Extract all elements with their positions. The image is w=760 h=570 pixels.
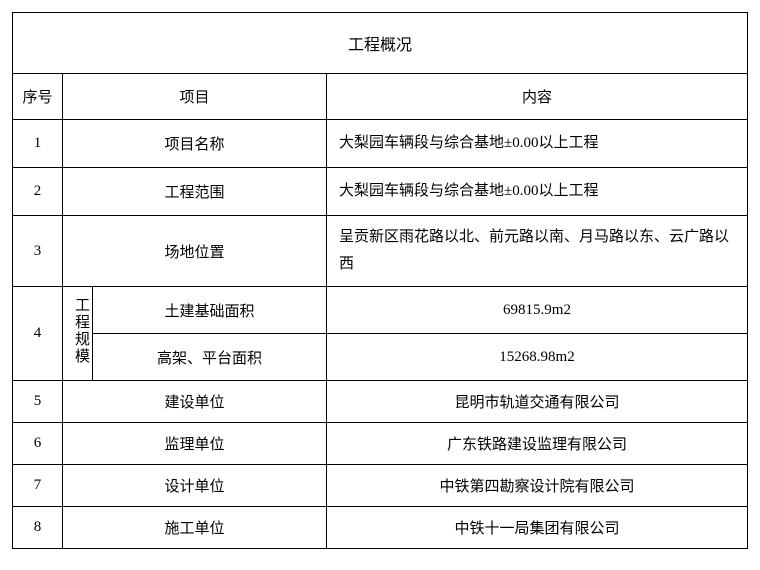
row-seq: 4 — [13, 287, 63, 381]
row-seq: 6 — [13, 423, 63, 465]
row-seq: 1 — [13, 120, 63, 168]
row-item: 监理单位 — [63, 423, 327, 465]
row-seq: 7 — [13, 465, 63, 507]
row-seq: 5 — [13, 381, 63, 423]
vertical-label: 工程规模 — [71, 297, 92, 365]
row-content: 昆明市轨道交通有限公司 — [327, 381, 748, 423]
row-seq: 8 — [13, 507, 63, 549]
table-row: 3 场地位置 呈贡新区雨花路以北、前元路以南、月马路以东、云广路以西 — [13, 216, 748, 287]
row-item: 项目名称 — [63, 120, 327, 168]
header-seq: 序号 — [13, 74, 63, 120]
row-seq: 3 — [13, 216, 63, 287]
row-sub-item: 土建基础面积 — [93, 287, 327, 334]
table-row: 5 建设单位 昆明市轨道交通有限公司 — [13, 381, 748, 423]
project-overview-table: 工程概况 序号 项目 内容 1 项目名称 大梨园车辆段与综合基地±0.00以上工… — [12, 12, 748, 549]
row-content: 呈贡新区雨花路以北、前元路以南、月马路以东、云广路以西 — [327, 216, 748, 287]
row-item: 场地位置 — [63, 216, 327, 287]
table-header-row: 序号 项目 内容 — [13, 74, 748, 120]
row-group-label: 工程规模 — [63, 287, 93, 381]
row-content: 广东铁路建设监理有限公司 — [327, 423, 748, 465]
table-row: 7 设计单位 中铁第四勘察设计院有限公司 — [13, 465, 748, 507]
row-sub-content: 69815.9m2 — [327, 287, 748, 334]
header-content: 内容 — [327, 74, 748, 120]
table-row: 4 工程规模 土建基础面积 69815.9m2 — [13, 287, 748, 334]
table-row: 2 工程范围 大梨园车辆段与综合基地±0.00以上工程 — [13, 168, 748, 216]
row-seq: 2 — [13, 168, 63, 216]
table-title-row: 工程概况 — [13, 13, 748, 74]
row-sub-content: 15268.98m2 — [327, 334, 748, 381]
row-item: 建设单位 — [63, 381, 327, 423]
table-row: 6 监理单位 广东铁路建设监理有限公司 — [13, 423, 748, 465]
table-row: 1 项目名称 大梨园车辆段与综合基地±0.00以上工程 — [13, 120, 748, 168]
row-content: 中铁第四勘察设计院有限公司 — [327, 465, 748, 507]
table-title: 工程概况 — [13, 13, 748, 74]
row-sub-item: 高架、平台面积 — [93, 334, 327, 381]
row-content: 大梨园车辆段与综合基地±0.00以上工程 — [327, 120, 748, 168]
row-item: 设计单位 — [63, 465, 327, 507]
table-row: 高架、平台面积 15268.98m2 — [13, 334, 748, 381]
header-item: 项目 — [63, 74, 327, 120]
row-content: 中铁十一局集团有限公司 — [327, 507, 748, 549]
row-item: 施工单位 — [63, 507, 327, 549]
row-content: 大梨园车辆段与综合基地±0.00以上工程 — [327, 168, 748, 216]
row-item: 工程范围 — [63, 168, 327, 216]
table-row: 8 施工单位 中铁十一局集团有限公司 — [13, 507, 748, 549]
